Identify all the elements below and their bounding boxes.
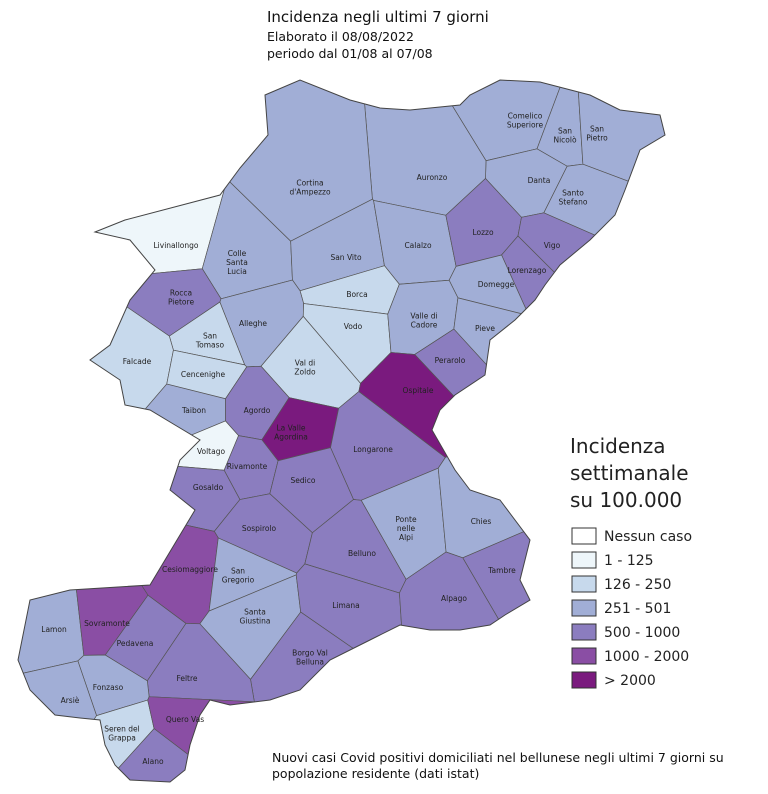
municipality-label: Seren del Grappa <box>104 725 140 743</box>
municipality-label: Longarone <box>353 445 393 454</box>
municipality <box>18 80 228 281</box>
municipality-label: Rivamonte <box>227 462 268 471</box>
municipality-label: Pedavena <box>117 639 154 648</box>
municipality-label: Colle Santa Lucia <box>226 249 248 276</box>
municipality-label: Val di Zoldo <box>294 359 316 377</box>
municipality-label: Domegge <box>478 280 515 289</box>
municipality-label: Vigo <box>544 241 561 250</box>
municipality-label: La Valle Agordina <box>274 424 308 442</box>
municipality-label: Cortina d'Ampezzo <box>289 179 331 197</box>
legend-swatch <box>571 527 597 545</box>
municipality-label: Voltago <box>197 447 226 456</box>
municipality-label: Lorenzago <box>508 266 547 275</box>
legend-label: 1000 - 2000 <box>604 649 689 665</box>
legend-swatch <box>571 599 597 617</box>
municipality-label: Quero Vas <box>166 715 204 724</box>
municipality-label: Feltre <box>176 674 197 683</box>
legend-swatch <box>571 575 597 593</box>
legend-swatch <box>571 623 597 641</box>
municipality-label: Ponte nelle Alpi <box>395 515 417 542</box>
municipality-label: Perarolo <box>435 356 466 365</box>
municipality-label: Chies <box>471 517 492 526</box>
municipality-label: Alano <box>142 757 164 766</box>
municipality-label: Ospitale <box>403 386 434 395</box>
legend-swatch <box>571 671 597 689</box>
municipality-label: Taibon <box>181 406 206 415</box>
municipality-label: Danta <box>528 176 551 185</box>
municipality-label: Vodo <box>344 322 363 331</box>
municipality-label: Limana <box>332 601 360 610</box>
municipality-label: San Gregorio <box>222 567 255 585</box>
municipality <box>453 297 665 430</box>
municipality-label: Sedico <box>291 476 316 485</box>
municipality-label: San Pietro <box>586 125 608 143</box>
municipality-label: Arsiè <box>61 696 80 705</box>
municipality-label: Santo Stefano <box>559 189 588 207</box>
municipality-label: Lamon <box>41 625 67 634</box>
municipality-label: Fonzaso <box>93 683 124 692</box>
labels: Comelico Superiore San Nicolò San Pietro Danta… <box>41 112 608 767</box>
municipality-label: Alleghe <box>239 319 267 328</box>
municipality-label: Santa Giustina <box>240 608 271 626</box>
municipality-label: Cesiomaggiore <box>162 565 218 574</box>
municipality <box>575 80 665 235</box>
legend-swatch <box>571 551 597 569</box>
municipality-label: Gosaldo <box>193 483 224 492</box>
municipality-label: San Nicolò <box>553 127 576 145</box>
municipality-label: Rocca Pietore <box>168 289 195 307</box>
municipality-label: Tambre <box>487 566 516 575</box>
municipality <box>18 464 85 679</box>
legend-swatch <box>571 647 597 665</box>
title: Incidenza negli ultimi 7 giorni <box>267 8 489 26</box>
municipality-label: Alpago <box>441 594 467 603</box>
municipality-label: Pieve <box>475 324 495 333</box>
municipality-label: Cencenighe <box>181 370 226 379</box>
legend-label: 251 - 501 <box>604 601 671 617</box>
municipality-label: Falcade <box>123 357 152 366</box>
municipality-label: Sovramonte <box>84 619 130 628</box>
municipality-label: Valle di Cadore <box>410 312 437 330</box>
municipality-label: Borca <box>346 290 367 299</box>
municipality-label: Borgo Val Belluna <box>292 649 328 667</box>
municipality-label: Livinallongo <box>154 241 199 250</box>
municipality-label: Calalzo <box>404 241 432 250</box>
legend-title: Incidenza settimanale su 100.000 <box>570 434 689 512</box>
municipality-label: Belluno <box>348 549 376 558</box>
subtitle: Elaborato il 08/08/2022 <box>267 29 414 44</box>
municipality-label: Lozzo <box>472 228 494 237</box>
legend: Nessun caso 1 - 125 126 - 250 251 - 501 500 … <box>571 527 692 689</box>
municipality <box>63 461 241 532</box>
legend-label: 126 - 250 <box>604 577 671 593</box>
municipality <box>18 660 97 782</box>
legend-label: > 2000 <box>604 673 656 689</box>
municipality-label: Agordo <box>244 406 271 415</box>
legend-label: 1 - 125 <box>604 553 654 569</box>
municipality-label: San Vito <box>330 253 361 262</box>
municipality-label: Comelico Superiore <box>507 112 544 130</box>
legend-label: Nessun caso <box>604 529 692 545</box>
municipality-label: San Tomaso <box>195 332 225 350</box>
municipality-label: Sospirolo <box>242 524 277 533</box>
municipality-label: Auronzo <box>417 173 448 182</box>
footnote: Nuovi casi Covid positivi domiciliati ne… <box>272 750 724 781</box>
subtitle: periodo dal 01/08 al 07/08 <box>267 46 433 61</box>
legend-label: 500 - 1000 <box>604 625 680 641</box>
